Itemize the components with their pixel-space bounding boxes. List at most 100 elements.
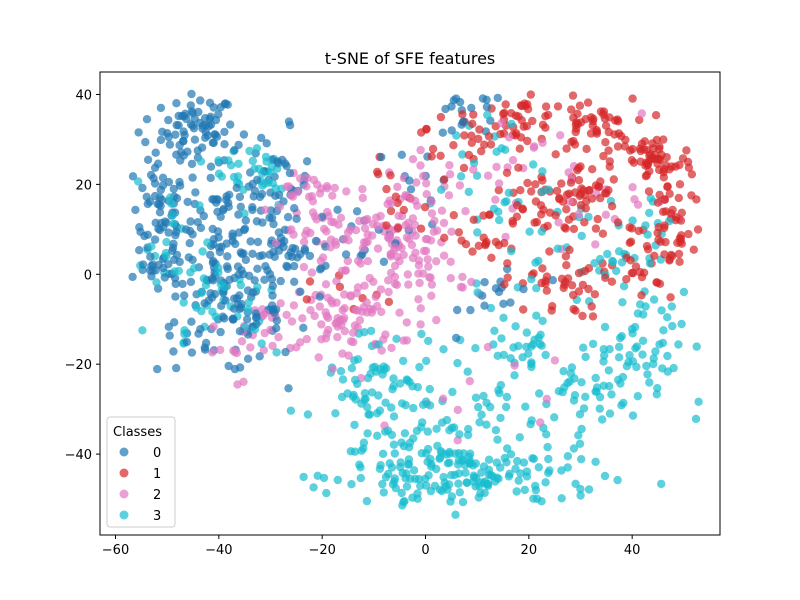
point-class-3 <box>203 238 212 247</box>
point-class-1 <box>573 109 582 119</box>
point-class-2 <box>469 165 478 174</box>
point-class-1 <box>634 226 643 236</box>
point-class-2 <box>491 195 500 204</box>
point-class-0 <box>220 127 229 137</box>
point-class-0 <box>296 287 305 296</box>
point-class-0 <box>223 100 232 109</box>
point-class-2 <box>504 133 514 142</box>
point-class-3 <box>220 282 229 292</box>
point-class-2 <box>399 250 408 260</box>
point-class-3 <box>464 424 473 434</box>
point-class-3 <box>532 311 541 320</box>
point-class-0 <box>187 89 196 99</box>
point-class-1 <box>468 247 477 256</box>
point-class-3 <box>422 356 431 366</box>
point-class-3 <box>240 209 249 218</box>
point-class-2 <box>395 308 404 317</box>
point-class-3 <box>643 230 652 239</box>
point-class-1 <box>512 129 521 138</box>
point-class-2 <box>422 190 431 199</box>
point-class-1 <box>604 146 613 155</box>
point-class-1 <box>601 121 611 130</box>
point-class-3 <box>538 167 547 176</box>
point-class-0 <box>239 130 249 139</box>
point-class-1 <box>302 295 311 304</box>
point-class-2 <box>340 327 349 336</box>
point-class-2 <box>314 353 323 362</box>
point-class-2 <box>427 197 436 206</box>
point-class-3 <box>645 259 655 268</box>
point-class-0 <box>191 188 200 197</box>
point-class-2 <box>344 236 353 245</box>
point-class-3 <box>214 263 223 273</box>
point-class-3 <box>359 438 369 447</box>
point-class-1 <box>484 132 494 141</box>
point-class-3 <box>488 472 497 481</box>
point-class-3 <box>468 461 478 470</box>
point-class-0 <box>155 225 165 235</box>
point-class-2 <box>384 287 393 297</box>
point-class-1 <box>627 156 637 165</box>
point-class-1 <box>494 186 503 195</box>
point-class-3 <box>531 258 540 267</box>
point-class-2 <box>317 335 326 344</box>
point-class-1 <box>653 154 663 164</box>
point-class-3 <box>458 150 467 159</box>
point-class-0 <box>128 272 137 282</box>
point-class-0 <box>499 299 508 308</box>
point-class-3 <box>569 444 579 453</box>
point-class-0 <box>156 135 166 145</box>
point-class-3 <box>248 156 257 166</box>
point-class-2 <box>367 308 376 317</box>
point-class-3 <box>447 423 457 432</box>
point-class-2 <box>208 348 217 357</box>
chart-title: t-SNE of SFE features <box>325 49 496 68</box>
point-class-3 <box>616 333 625 343</box>
point-class-3 <box>541 350 550 360</box>
point-class-1 <box>542 286 551 295</box>
point-class-3 <box>692 342 701 351</box>
point-class-3 <box>600 322 610 332</box>
point-class-1 <box>393 223 403 233</box>
point-class-0 <box>164 115 173 125</box>
point-class-3 <box>565 377 574 386</box>
point-class-3 <box>584 485 594 494</box>
point-class-3 <box>336 367 346 376</box>
point-class-3 <box>499 313 508 322</box>
point-class-1 <box>583 98 593 107</box>
point-class-0 <box>190 114 199 124</box>
point-class-0 <box>243 354 253 363</box>
point-class-3 <box>421 449 431 458</box>
point-class-3 <box>599 345 608 354</box>
point-class-3 <box>474 402 483 412</box>
point-class-2 <box>351 226 361 235</box>
point-class-3 <box>649 354 658 363</box>
point-class-0 <box>235 192 245 202</box>
point-class-3 <box>254 164 264 173</box>
point-class-3 <box>633 392 642 401</box>
point-class-2 <box>340 290 349 299</box>
point-class-3 <box>608 256 617 266</box>
point-class-0 <box>200 345 210 354</box>
point-class-0 <box>199 211 208 221</box>
point-class-0 <box>186 217 195 226</box>
point-class-0 <box>206 162 216 171</box>
point-class-3 <box>501 402 511 412</box>
point-class-3 <box>510 371 519 380</box>
point-class-2 <box>322 184 332 193</box>
point-class-0 <box>246 237 255 246</box>
point-class-0 <box>220 140 229 149</box>
point-class-0 <box>274 159 283 168</box>
point-class-0 <box>187 107 197 116</box>
point-class-0 <box>165 140 175 149</box>
point-class-2 <box>376 285 386 294</box>
point-class-0 <box>216 103 225 112</box>
point-class-0 <box>290 277 299 286</box>
point-class-3 <box>491 426 501 435</box>
point-class-3 <box>632 362 641 372</box>
point-class-3 <box>462 478 471 487</box>
point-class-3 <box>550 413 559 422</box>
point-class-1 <box>454 228 464 237</box>
point-class-2 <box>467 277 476 287</box>
point-class-3 <box>592 383 602 392</box>
